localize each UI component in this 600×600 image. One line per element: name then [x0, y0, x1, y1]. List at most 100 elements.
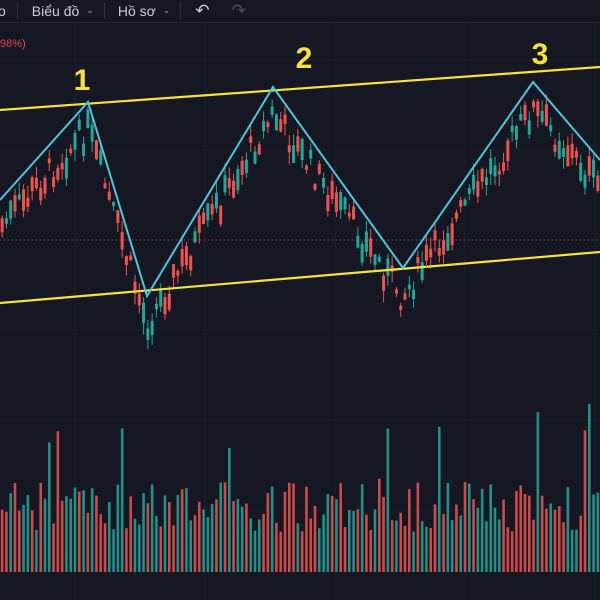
volume-bar	[26, 495, 30, 572]
volume-bar	[369, 530, 372, 572]
volume-bar	[159, 526, 162, 572]
candle-body	[283, 114, 287, 125]
candle-body	[266, 122, 270, 128]
undo-icon[interactable]: ↶	[195, 1, 210, 20]
candle-body	[536, 101, 540, 117]
volume-bar	[228, 447, 231, 572]
volume-bar	[570, 529, 574, 572]
volume-bar	[22, 504, 25, 572]
volume-bar	[476, 507, 480, 572]
candle-body	[566, 145, 570, 167]
candle-body	[244, 159, 248, 174]
volume-bar	[395, 520, 398, 572]
candle-body	[300, 138, 304, 161]
candle-body	[159, 289, 163, 307]
volume-bar	[90, 488, 94, 572]
candle-body	[154, 303, 158, 310]
candle-body	[506, 140, 510, 162]
candle-body	[240, 160, 244, 175]
volume-bar	[343, 527, 347, 572]
volume-bar	[596, 492, 600, 572]
candle-body	[167, 293, 171, 310]
candle-body	[313, 183, 317, 190]
toolbar-separator	[16, 3, 18, 19]
peak-label-3: 3	[531, 38, 549, 71]
candle-body	[73, 133, 77, 150]
volume-bar	[69, 498, 72, 572]
candle-body	[184, 245, 188, 265]
candle-body	[146, 328, 150, 340]
candle-body	[343, 197, 347, 210]
volume-bar	[13, 483, 17, 572]
candle-body	[77, 119, 81, 131]
candle-body	[214, 193, 218, 209]
candle-body	[180, 249, 184, 267]
volume-bar	[433, 504, 437, 572]
volume-bar	[176, 494, 180, 572]
candle-body	[583, 174, 587, 188]
volume-bar	[313, 505, 317, 572]
candle-body	[116, 210, 120, 223]
candle-body	[304, 165, 308, 170]
candle-body	[502, 162, 506, 171]
candle-body	[270, 106, 274, 115]
candle-body	[403, 293, 407, 300]
volume-bar	[429, 527, 432, 572]
volume-bar	[468, 483, 471, 572]
volume-bar	[163, 495, 167, 572]
volume-bar	[146, 503, 150, 572]
volume-bar	[322, 514, 325, 572]
volume-bar	[446, 482, 450, 572]
candle-body	[4, 218, 8, 224]
candle-body	[386, 258, 390, 276]
volume-bar	[382, 496, 385, 572]
redo-icon[interactable]: ↷	[231, 1, 246, 20]
candle-body	[43, 177, 47, 194]
candle-body	[377, 256, 381, 263]
candle-body	[510, 125, 514, 132]
volume-bar	[553, 509, 557, 572]
volume-bar	[9, 493, 12, 572]
volume-bar	[223, 482, 227, 572]
volume-bar	[348, 509, 351, 572]
volume-bar	[390, 520, 394, 572]
candle-body	[296, 136, 300, 152]
candle-body	[454, 212, 458, 220]
candle-body	[64, 157, 68, 179]
volume-bar	[262, 513, 265, 572]
candle-body	[262, 121, 266, 132]
candle-body	[52, 177, 56, 187]
candle-body	[442, 240, 446, 255]
candle-body	[587, 156, 591, 176]
candle-body	[369, 238, 373, 257]
volume-bar	[258, 519, 261, 572]
chart-menu-button[interactable]: Biểu đồ ⌄	[18, 0, 104, 22]
profile-menu-button[interactable]: Hồ sơ ⌄	[105, 0, 181, 22]
candle-body	[317, 163, 321, 174]
channel-upper-line	[0, 65, 600, 112]
candle-body	[532, 101, 536, 108]
channel-lower-line	[0, 250, 600, 305]
volume-bar	[283, 491, 287, 572]
volume-bar	[356, 509, 360, 572]
candle-body	[596, 175, 600, 191]
volume-bar	[219, 482, 222, 572]
candle-body	[197, 215, 201, 233]
volume-bar	[480, 488, 484, 572]
volume-bar	[86, 512, 90, 572]
candle-body	[9, 200, 13, 219]
volume-bar	[360, 484, 364, 572]
candle-body	[47, 158, 51, 164]
volume-bar	[108, 501, 111, 572]
volume-bar	[330, 495, 334, 572]
volume-bar	[30, 510, 34, 572]
candle-body	[553, 144, 557, 152]
volume-bar	[232, 501, 235, 572]
volume-bar	[288, 482, 291, 572]
candle-body	[562, 148, 566, 158]
toolbar-item-partial[interactable]: o	[0, 0, 17, 22]
candle-body	[26, 197, 30, 207]
candle-body	[69, 148, 73, 154]
candle-body	[472, 174, 476, 190]
